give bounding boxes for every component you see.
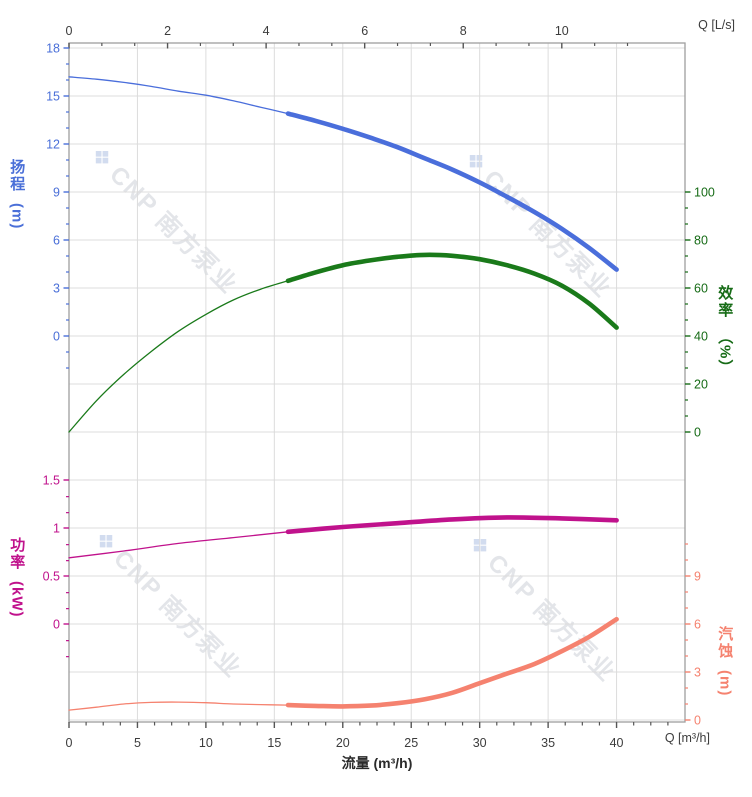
head-tick-label: 3 bbox=[53, 281, 60, 295]
power-curve bbox=[68, 515, 619, 559]
power-axis-title: 功率 (kW) bbox=[8, 537, 25, 618]
head-curve-thick bbox=[285, 111, 619, 272]
head-tick-label: 9 bbox=[53, 185, 60, 199]
efficiency-curve bbox=[68, 252, 619, 433]
head-curve-thin bbox=[68, 76, 289, 115]
x-axis-bottom: 0 5 10 15 20 25 30 35 40 bbox=[66, 722, 669, 750]
head-tick-label: 0 bbox=[53, 329, 60, 343]
flow-ls-tick-label: 4 bbox=[263, 24, 270, 38]
flow-ls-tick-label: 8 bbox=[460, 24, 467, 38]
head-curve bbox=[68, 76, 619, 272]
efficiency-axis-title-text: 效率 bbox=[716, 285, 734, 319]
flow-unit-bottom-label: Q [m³/h] bbox=[664, 731, 710, 745]
x-axis-top: 0 2 4 6 8 10 bbox=[66, 24, 629, 49]
npsh-tick-label: 6 bbox=[694, 617, 701, 631]
flow-m3h-tick-label: 0 bbox=[66, 736, 73, 750]
efficiency-axis-title: 效率 （%） bbox=[716, 285, 733, 375]
npsh-axis-unit: (m) bbox=[716, 670, 734, 697]
eff-tick-label: 20 bbox=[694, 377, 708, 391]
npsh-curve-thick bbox=[285, 616, 619, 709]
flow-ls-tick-label: 0 bbox=[66, 24, 73, 38]
eff-tick-label: 40 bbox=[694, 329, 708, 343]
eff-tick-label: 60 bbox=[694, 281, 708, 295]
head-tick-label: 6 bbox=[53, 233, 60, 247]
flow-m3h-tick-label: 15 bbox=[267, 736, 281, 750]
efficiency-curve-thick bbox=[285, 252, 619, 330]
flow-m3h-tick-label: 25 bbox=[404, 736, 418, 750]
flow-unit-top-label: Q [L/s] bbox=[698, 18, 735, 32]
power-tick-label: 1.5 bbox=[43, 473, 60, 487]
npsh-axis-title-text: 汽蚀 bbox=[716, 626, 734, 660]
npsh-axis-title: 汽蚀 (m) bbox=[716, 626, 733, 696]
flow-m3h-tick-label: 20 bbox=[336, 736, 350, 750]
power-axis-title-text: 功率 bbox=[8, 537, 26, 571]
efficiency-curve-thin bbox=[68, 280, 289, 433]
efficiency-axis-unit: （%） bbox=[716, 329, 734, 376]
flow-m3h-tick-label: 40 bbox=[610, 736, 624, 750]
flow-m3h-tick-label: 35 bbox=[541, 736, 555, 750]
power-axis-unit: (kW) bbox=[8, 581, 26, 618]
flow-m3h-tick-label: 10 bbox=[199, 736, 213, 750]
npsh-curve bbox=[68, 616, 619, 711]
y-axis-eff: 100 80 60 40 20 0 bbox=[685, 185, 715, 439]
grid-lines bbox=[69, 43, 685, 722]
power-curve-thick bbox=[285, 515, 619, 535]
eff-tick-label: 100 bbox=[694, 185, 715, 199]
flow-ls-tick-label: 10 bbox=[555, 24, 569, 38]
npsh-tick-label: 3 bbox=[694, 665, 701, 679]
npsh-tick-label: 0 bbox=[694, 713, 701, 727]
power-tick-label: 1 bbox=[53, 521, 60, 535]
y-axis-power: 1.5 1 0.5 0 bbox=[43, 473, 69, 658]
flow-ls-tick-label: 2 bbox=[164, 24, 171, 38]
flow-axis-title: 流量 (m³/h) bbox=[341, 755, 413, 771]
npsh-curve-thin bbox=[68, 701, 289, 711]
flow-ls-tick-label: 6 bbox=[361, 24, 368, 38]
head-tick-label: 12 bbox=[46, 137, 60, 151]
head-axis-title-text: 扬程 bbox=[8, 159, 26, 193]
eff-tick-label: 80 bbox=[694, 233, 708, 247]
flow-m3h-tick-label: 30 bbox=[473, 736, 487, 750]
head-tick-label: 15 bbox=[46, 89, 60, 103]
power-curve-thin bbox=[68, 531, 289, 559]
head-axis-unit: (m) bbox=[8, 203, 26, 230]
plot-frame bbox=[68, 42, 686, 723]
eff-tick-label: 0 bbox=[694, 425, 701, 439]
flow-m3h-tick-label: 5 bbox=[134, 736, 141, 750]
head-axis-title: 扬程 (m) bbox=[8, 159, 25, 229]
y-axis-npsh: 9 6 3 0 bbox=[685, 543, 701, 727]
head-tick-label: 18 bbox=[46, 41, 60, 55]
power-tick-label: 0.5 bbox=[43, 569, 60, 583]
npsh-tick-label: 9 bbox=[694, 569, 701, 583]
power-tick-label: 0 bbox=[53, 617, 60, 631]
y-axis-head: 18 15 12 9 6 3 0 bbox=[46, 41, 69, 369]
